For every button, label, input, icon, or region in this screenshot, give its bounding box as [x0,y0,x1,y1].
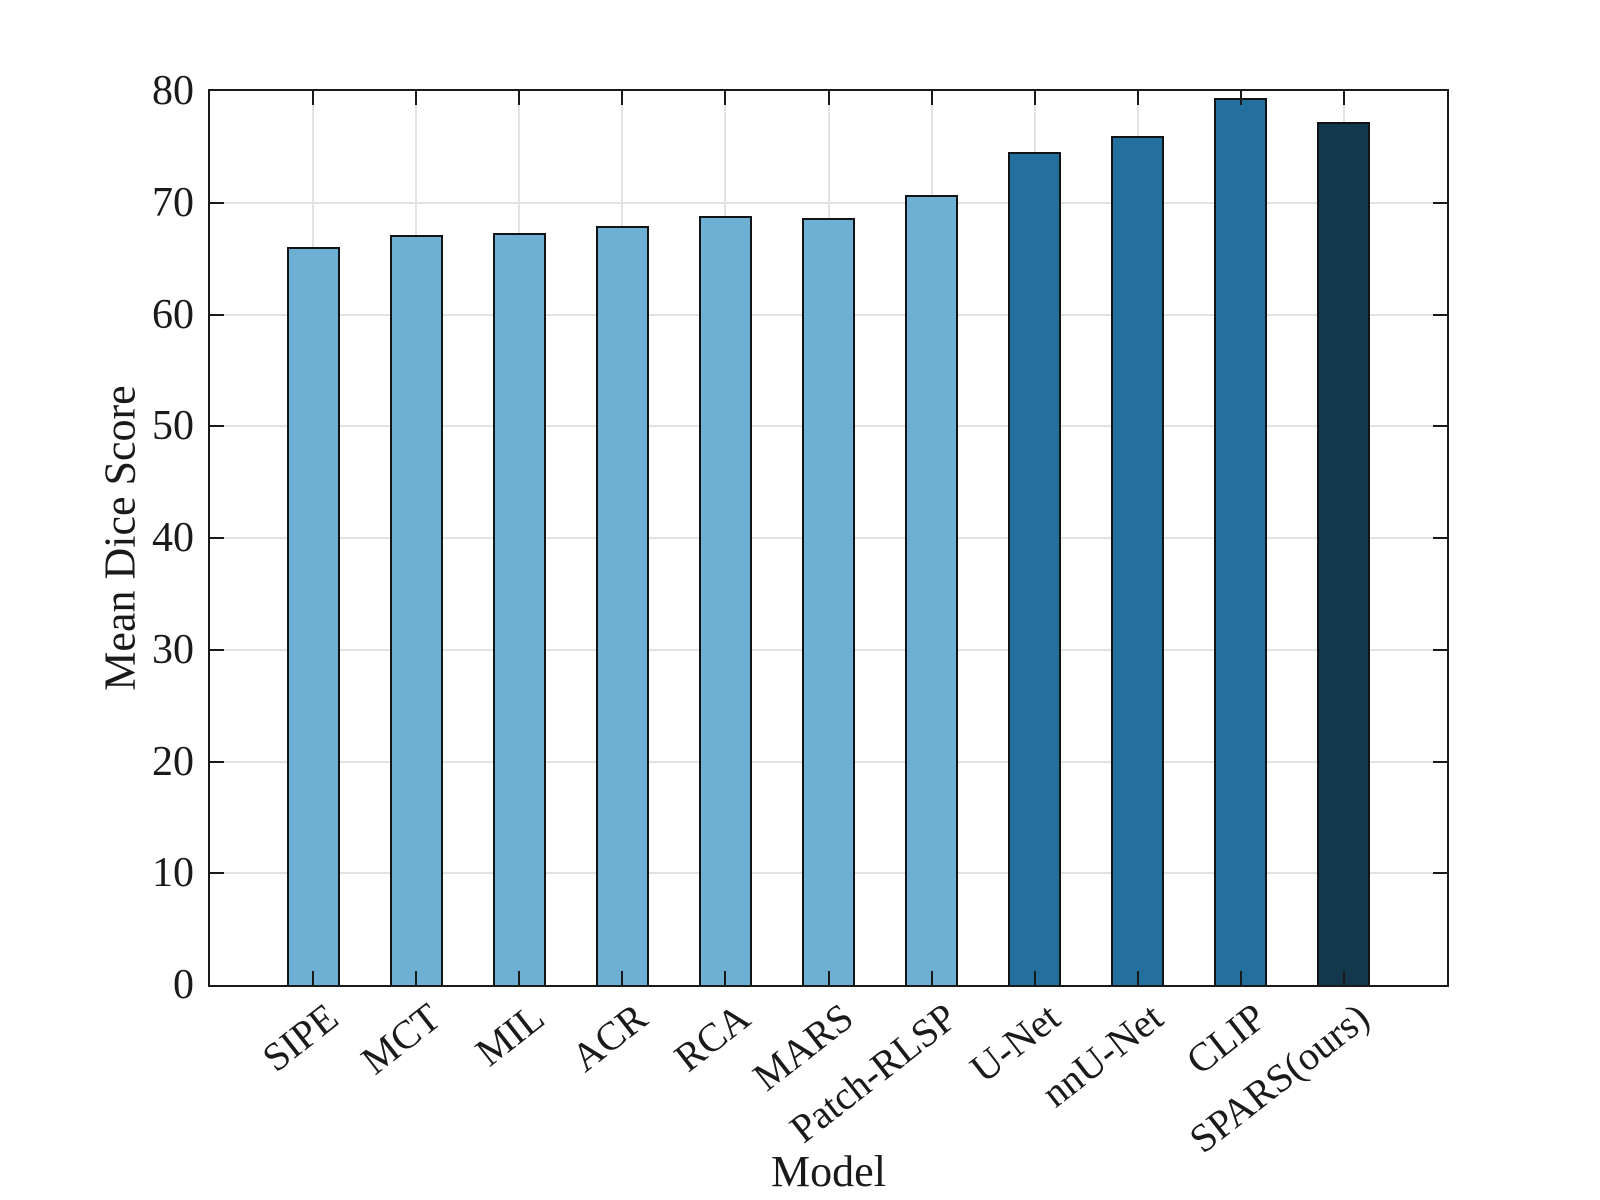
y-tick-label: 80 [152,68,194,114]
x-tick-bottom [312,971,315,985]
bar-nnu-net [1111,135,1165,985]
x-tick-label: SIPE [253,994,347,1081]
x-tick-label: MIL [466,994,553,1075]
bar-mil [492,232,546,985]
y-tick-label: 10 [152,850,194,897]
x-tick-label: RCA [665,994,759,1081]
x-tick-bottom [1342,971,1345,985]
x-tick-top [415,91,418,105]
x-tick-top [724,91,727,105]
y-tick-left [210,201,224,204]
y-tick-left [210,425,224,428]
x-tick-bottom [724,971,727,985]
plot-area [208,89,1449,987]
x-tick-bottom [415,971,418,985]
x-tick-label: MCT [353,994,450,1084]
x-tick-bottom [1239,971,1242,985]
y-tick-left [210,872,224,875]
x-tick-top [621,91,624,105]
x-tick-top [518,91,521,105]
x-tick-top [827,91,830,105]
y-tick-left [210,648,224,651]
bar-mct [389,235,443,985]
x-tick-bottom [827,971,830,985]
bar-acr [595,226,649,985]
bar-u-net [1008,152,1062,985]
bar-rca [698,216,752,985]
y-tick-right [1433,425,1447,428]
x-tick-top [312,91,315,105]
y-tick-label: 40 [152,515,194,561]
x-tick-top [1136,91,1139,105]
y-tick-right [1433,648,1447,651]
y-tick-left [210,537,224,539]
bar-sipe [286,247,340,985]
y-tick-label: 70 [152,179,194,226]
x-tick-bottom [621,971,624,985]
y-tick-right [1433,872,1447,875]
x-tick-bottom [1136,971,1139,985]
x-tick-top [930,91,933,105]
bar-spars-ours- [1317,122,1371,985]
y-tick-label: 50 [152,403,194,450]
x-tick-bottom [930,971,933,985]
x-tick-label: ACR [562,994,656,1081]
y-tick-right [1433,313,1447,316]
bar-clip [1214,97,1268,985]
y-tick-right [1433,760,1447,763]
y-tick-label: 60 [152,291,194,338]
x-tick-top [1342,91,1345,105]
bar-mars [802,218,855,985]
y-tick-left [210,760,224,763]
y-tick-right [1433,537,1447,539]
x-tick-top [1033,91,1036,105]
y-tick-label: 20 [152,738,194,785]
x-tick-top [1239,91,1242,105]
y-tick-left [210,313,224,316]
y-tick-label: 0 [173,962,194,1008]
bar-patch-rlsp [905,194,959,985]
x-tick-bottom [1033,971,1036,985]
y-tick-right [1433,201,1447,204]
x-tick-bottom [518,971,521,985]
y-tick-label: 30 [152,626,194,673]
x-axis-label: Model [771,1147,886,1196]
